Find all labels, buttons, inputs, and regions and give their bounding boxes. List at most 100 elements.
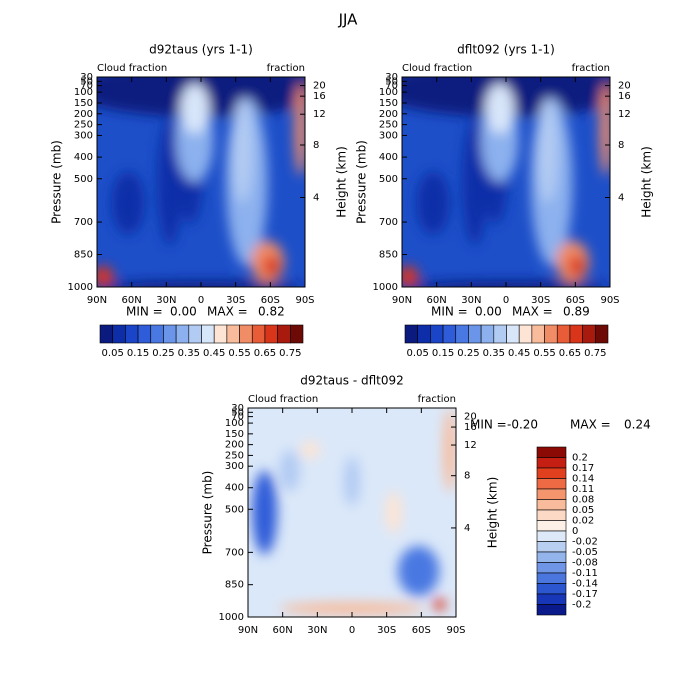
y-tick-label: 1000: [219, 612, 244, 623]
y-axis-label: Pressure (mb): [201, 471, 215, 555]
y-tick-label: 70: [231, 412, 244, 423]
colorbar-label: 0.05: [407, 348, 429, 359]
colorbar-label: 0.65: [559, 348, 581, 359]
colorbar-label: 0.2: [572, 453, 588, 464]
colorbar-label: 0.14: [572, 474, 594, 485]
y-tick-label: 150: [379, 98, 398, 109]
colorbar-label: 0: [572, 526, 578, 537]
y-tick-label: 200: [379, 109, 398, 120]
y2-tick-label: 20: [313, 81, 326, 92]
field-region: [232, 98, 254, 203]
field-region: [294, 83, 305, 176]
y2-tick-label: 16: [313, 91, 326, 102]
field-region: [385, 491, 402, 534]
colorbar-box: [226, 324, 240, 344]
y2-tick-label: 12: [618, 109, 631, 120]
y-tick-label: 700: [379, 217, 398, 228]
y-tick-label: 500: [74, 174, 93, 185]
colorbar-box: [201, 324, 215, 344]
colorbar-box: [536, 457, 567, 469]
field-region: [111, 171, 145, 235]
colorbar-label: 0.02: [572, 516, 594, 527]
y2-tick-label: 16: [618, 91, 631, 102]
colorbar-box: [536, 467, 567, 479]
annotation: Cloud fraction: [97, 63, 167, 74]
y2-tick-label: 20: [464, 412, 477, 423]
x-tick-label: 60N: [427, 295, 447, 306]
x-tick-label: 90N: [87, 295, 107, 306]
y-tick-label: 50: [385, 76, 398, 87]
colorbar-box: [536, 604, 567, 616]
colorbar-label: 0.08: [572, 495, 594, 506]
colorbar-box: [536, 530, 567, 542]
colorbar-box: [518, 324, 533, 344]
colorbar-label: 0.05: [572, 505, 594, 516]
colorbar-box: [163, 324, 177, 344]
y2-tick-label: 12: [464, 440, 477, 451]
colorbar-box: [569, 324, 583, 344]
y-tick-label: 70: [80, 81, 93, 92]
x-tick-label: 30S: [226, 295, 245, 306]
field-region: [252, 470, 278, 555]
colorbar-box: [536, 509, 567, 521]
field-region: [279, 602, 425, 615]
annotation: fraction: [572, 63, 610, 74]
colorbar-label: 0.15: [127, 348, 149, 359]
field-region: [157, 119, 183, 245]
colorbar-box: [536, 478, 567, 490]
panel-title: dflt092 (yrs 1-1): [457, 43, 555, 57]
colorbar-label: 0.35: [178, 348, 200, 359]
field-region: [416, 171, 450, 235]
figure-title: JJA: [338, 11, 359, 29]
y-tick-label: 150: [225, 429, 244, 440]
y-tick-label: 50: [231, 407, 244, 418]
x-tick-label: 60S: [261, 295, 280, 306]
stat-label: MAX =: [512, 305, 553, 319]
colorbar-label: 0.75: [279, 348, 301, 359]
colorbar-label: -0.17: [572, 589, 598, 600]
stat-value: 0.00: [170, 305, 197, 319]
colorbar-label: 0.05: [102, 348, 124, 359]
contour-field: [402, 77, 610, 287]
colorbar-label: 0.25: [457, 348, 479, 359]
stat-value: 0.24: [624, 418, 651, 432]
annotation: Cloud fraction: [248, 394, 318, 405]
colorbar-box: [493, 324, 507, 344]
stat-label: MIN =: [431, 305, 468, 319]
field-region: [180, 83, 210, 134]
colorbar-box: [536, 541, 567, 553]
field-region: [279, 449, 300, 492]
contour-field: [248, 408, 456, 617]
x-tick-label: 0: [349, 625, 355, 636]
y-tick-label: 500: [379, 174, 398, 185]
y-tick-label: 30: [385, 72, 398, 83]
colorbar-box: [150, 324, 164, 344]
field-region: [397, 545, 440, 597]
field-region: [485, 83, 515, 134]
y-tick-label: 850: [74, 250, 93, 261]
x-tick-label: 90N: [238, 625, 258, 636]
x-tick-label: 30S: [531, 295, 550, 306]
field-region: [433, 598, 446, 611]
colorbar-box: [582, 324, 596, 344]
colorbar-box: [536, 583, 567, 595]
colorbar-label: 0.55: [228, 348, 250, 359]
stat-value: 0.00: [475, 305, 502, 319]
field-region: [343, 456, 361, 507]
colorbar-label: 0.15: [432, 348, 454, 359]
colorbar-box: [506, 324, 520, 344]
annotation: fraction: [418, 394, 456, 405]
y2-axis-label: Height (km): [335, 146, 349, 217]
y-axis-label: Pressure (mb): [355, 140, 369, 224]
colorbar-box: [188, 324, 202, 344]
y-tick-label: 30: [231, 403, 244, 414]
field-region: [97, 266, 114, 287]
colorbar-label: 0.65: [254, 348, 276, 359]
y2-axis-label: Height (km): [486, 477, 500, 548]
colorbar-box: [531, 324, 545, 344]
x-tick-label: 60N: [273, 625, 293, 636]
colorbar-label: -0.08: [572, 558, 598, 569]
colorbar-box: [290, 324, 304, 344]
colorbar-label: -0.2: [572, 600, 592, 611]
y2-tick-label: 8: [618, 140, 624, 151]
